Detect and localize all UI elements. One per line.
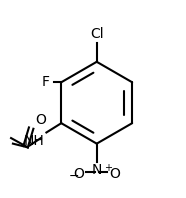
Text: Cl: Cl [90, 27, 104, 41]
Text: +: + [104, 163, 112, 173]
Text: NH: NH [24, 134, 44, 148]
Text: N: N [92, 163, 102, 177]
Text: F: F [42, 75, 50, 89]
Text: −: − [69, 170, 79, 183]
Text: O: O [35, 113, 46, 127]
Text: O: O [73, 167, 84, 181]
Text: O: O [110, 167, 121, 181]
